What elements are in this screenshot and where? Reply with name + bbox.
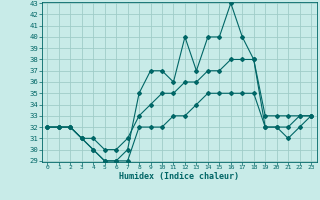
- X-axis label: Humidex (Indice chaleur): Humidex (Indice chaleur): [119, 172, 239, 181]
